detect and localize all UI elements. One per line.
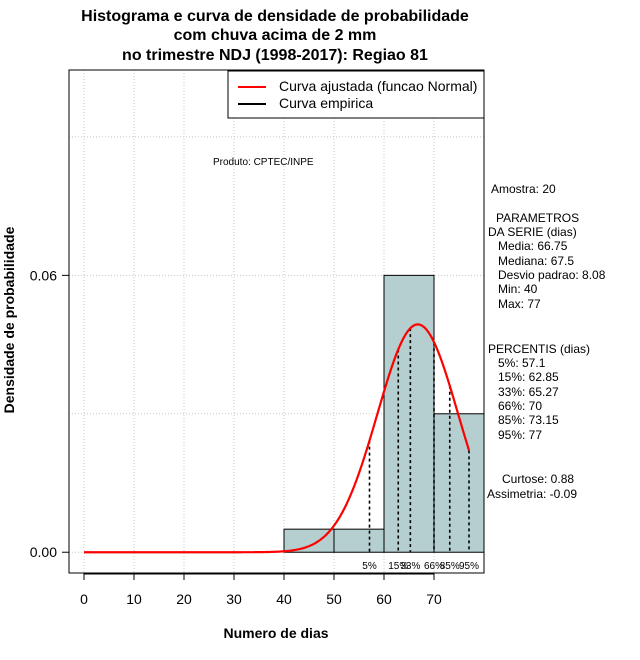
stat-sample: Amostra: 20 (491, 182, 556, 196)
plot-frame (68, 69, 485, 574)
histogram-bar-2 (383, 274, 435, 553)
legend: Curva ajustada (funcao Normal) Curva emp… (227, 70, 485, 119)
normal-curve-layer (84, 323, 471, 554)
y-tick-label-0: 0.00 (30, 544, 57, 560)
chart-title-line-2: com chuva acima de 2 mm (174, 27, 377, 44)
x-tick-label-6: 60 (376, 591, 392, 607)
stat-skewness: Assimetria: -0.09 (487, 487, 577, 501)
x-axis-ticks: 0 10 20 30 40 50 60 70 (80, 573, 442, 607)
y-axis-label: Densidade de probabilidade (1, 226, 17, 413)
stat-percentiles-title: PERCENTIS (dias) (488, 342, 590, 356)
stat-p85: 85%: 73.15 (498, 413, 559, 427)
stat-params-title-2: DA SERIE (dias) (488, 225, 577, 239)
percentile-label-0: 5% (362, 561, 377, 572)
stat-params-title-1: PARAMETROS (496, 211, 579, 225)
legend-label-normal: Curva ajustada (funcao Normal) (279, 78, 477, 94)
stat-min: Min: 40 (498, 282, 538, 296)
x-tick-label-3: 30 (226, 591, 242, 607)
x-axis-label: Numero de dias (223, 625, 328, 641)
legend-label-empirical: Curva empirica (279, 95, 373, 111)
histogram-bar-3 (433, 413, 485, 553)
stat-kurtosis: Curtose: 0.88 (502, 472, 574, 486)
x-tick-label-7: 70 (426, 591, 442, 607)
stat-p15: 15%: 62.85 (498, 370, 559, 384)
x-tick-label-5: 50 (326, 591, 342, 607)
percentile-label-1: 15% (388, 561, 408, 572)
stat-p33: 33%: 65.27 (498, 385, 559, 399)
chart-title-line-3: no trimestre NDJ (1998-2017): Regiao 81 (122, 47, 428, 64)
x-tick-label-4: 40 (276, 591, 292, 607)
stat-p5: 5%: 57.1 (498, 356, 546, 370)
percentile-lines (368, 328, 470, 553)
y-tick-label-1: 0.06 (30, 267, 57, 283)
histogram-bar-1 (333, 528, 385, 553)
stat-mean: Media: 66.75 (498, 239, 568, 253)
stats-panel: Amostra: 20 PARAMETROS DA SERIE (dias) M… (487, 182, 606, 501)
stat-p95: 95%: 77 (498, 428, 542, 442)
x-tick-label-0: 0 (80, 591, 88, 607)
y-axis-ticks: 0.00 0.06 (30, 267, 69, 560)
x-tick-label-1: 10 (126, 591, 142, 607)
stat-p66: 66%: 70 (498, 399, 542, 413)
stat-max: Max: 77 (498, 297, 541, 311)
stat-median: Mediana: 67.5 (498, 254, 574, 268)
percentile-label-4: 85% (440, 561, 460, 572)
chart-title-line-1: Histograma e curva de densidade de proba… (81, 8, 469, 25)
legend-box (227, 70, 485, 119)
stat-sd: Desvio padrao: 8.08 (498, 268, 606, 282)
percentile-label-2: 33% (400, 561, 420, 572)
normal-fit-curve (84, 323, 471, 554)
percentile-label-3: 66% (424, 561, 444, 572)
histogram-bars (283, 274, 485, 553)
credit-text: Produto: CPTEC/INPE (213, 157, 314, 168)
x-tick-label-2: 20 (176, 591, 192, 607)
percentile-labels: 5% 15%33% 66%85% 95% (362, 561, 479, 572)
percentile-label-5: 95% (459, 561, 479, 572)
histogram-bar-0 (283, 528, 335, 553)
